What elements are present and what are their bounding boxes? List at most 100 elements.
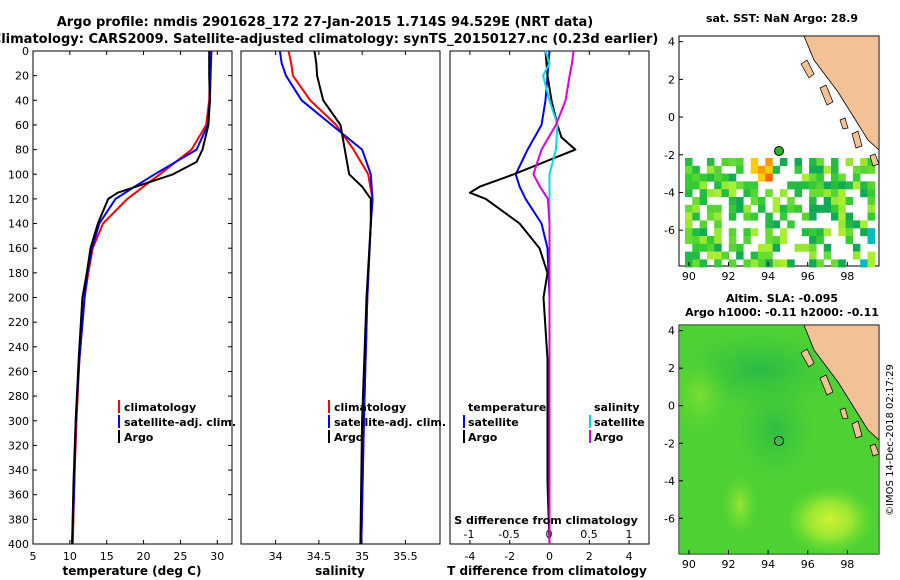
sst-pixel: [860, 189, 868, 198]
sst-pixel: [714, 189, 722, 198]
t-difference-x-axis: -4 -2 0 2 4: [464, 51, 633, 563]
temperature-line-2: [71, 51, 211, 545]
sst-pixel: [765, 251, 773, 260]
sst-pixel: [721, 181, 729, 190]
sst-pixel: [743, 259, 751, 268]
sst-pixel: [685, 181, 693, 190]
sst-pixel: [809, 173, 817, 182]
depth-tick-label: 300: [8, 415, 29, 428]
map-y-tick-label: -6: [664, 224, 675, 237]
depth-tick-label: 260: [8, 365, 29, 378]
sst-pixel: [860, 220, 868, 229]
sst-pixel: [750, 259, 759, 268]
s-diff-argo-line: [532, 50, 575, 544]
sst-pixel: [809, 181, 817, 190]
sst-pixel: [772, 197, 781, 205]
sst-pixel: [809, 212, 817, 221]
sst-pixel: [779, 189, 788, 198]
sst-pixel: [736, 197, 744, 205]
sst-pixel: [728, 212, 737, 221]
sst-pixel: [765, 165, 773, 174]
sst-pixel: [867, 251, 875, 260]
sst-pixel: [867, 259, 875, 268]
sst-pixel: [743, 204, 751, 213]
sst-pixel: [714, 259, 722, 268]
salinity-panel: 34 34.5 35 35.5 salinity climatology satell…: [240, 50, 446, 578]
sst-pixel: [794, 243, 802, 252]
x-tick-label: 2: [586, 550, 593, 563]
sst-pixel: [867, 204, 875, 213]
sst-pixel: [765, 259, 773, 268]
legend-label-climatology: climatology: [124, 401, 196, 414]
sst-pixel: [692, 228, 700, 237]
sst-pixel: [714, 243, 722, 252]
sst-pixel: [728, 158, 737, 166]
sst-pixel: [809, 165, 817, 174]
x-tick-label: -2: [504, 550, 515, 563]
x-tick-label: 5: [30, 550, 37, 563]
sst-pixel: [852, 220, 861, 229]
sst-pixel: [699, 243, 708, 252]
x-tick-label: 4: [626, 550, 633, 563]
sst-pixel: [816, 189, 824, 198]
sla-field-bright-east: [785, 485, 875, 554]
depth-tick-label: 200: [8, 292, 29, 305]
x-tick-label: 0: [546, 550, 553, 563]
sst-pixel: [787, 204, 795, 213]
sst-pixel: [765, 220, 773, 229]
island-sla-5: [869, 443, 880, 457]
x-tick-label: 25: [173, 550, 187, 563]
sst-pixel: [845, 181, 854, 190]
sst-pixels: [685, 158, 875, 268]
sst-pixel: [823, 204, 832, 213]
sst-pixel: [692, 173, 700, 182]
sst-pixel: [692, 204, 700, 213]
difference-panel: -4 -2 0 2 4 -1 -0.5 0 0.5 1 S difference from cl…: [447, 50, 650, 578]
sst-pixel: [750, 228, 759, 237]
island-small-2: [851, 130, 863, 149]
sst-pixel: [743, 189, 751, 198]
sst-pixel: [728, 197, 737, 205]
sst-pixel: [699, 189, 708, 198]
sst-pixel: [831, 181, 839, 190]
sst-pixel: [728, 236, 737, 244]
sst-pixel: [787, 220, 795, 229]
sst-pixel: [692, 212, 700, 221]
sst-pixel: [736, 204, 744, 213]
sst-pixel: [852, 251, 861, 260]
temperature-panel: 0204060801001201401601802002202402602803…: [8, 45, 649, 578]
map-y-tick-label: 0: [668, 400, 675, 413]
sst-pixel: [801, 181, 810, 190]
sst-pixel: [750, 181, 759, 190]
sst-map: sat. SST: NaN Argo: 28.9 90 92 94 96 98 4 2 0 -2…: [664, 12, 880, 283]
sst-pixel: [831, 204, 839, 213]
sst-pixel: [765, 158, 773, 166]
legend-label-climatology: climatology: [334, 401, 406, 414]
map-x-tick-label: 96: [801, 270, 815, 283]
sst-pixel: [750, 165, 759, 174]
t-difference-xlabel: T difference from climatology: [447, 564, 647, 578]
sst-pixel: [750, 197, 759, 205]
sst-pixel: [706, 165, 715, 174]
map-x-tick-label: 96: [801, 558, 815, 571]
sst-pixel: [867, 228, 875, 237]
sst-pixel: [779, 228, 788, 237]
s-tick-label: 0.5: [580, 528, 598, 541]
sst-pixel: [823, 165, 832, 174]
sst-pixel: [714, 165, 722, 174]
sst-pixel: [787, 197, 795, 205]
island-simeulue-like: [800, 59, 815, 79]
sst-pixel: [794, 189, 802, 198]
s-difference-label: S difference from climatology: [454, 514, 638, 527]
sst-pixel: [816, 204, 824, 213]
map-x-tick-label: 92: [722, 558, 736, 571]
island-sla-1: [800, 348, 815, 368]
sst-pixel: [860, 259, 868, 268]
sst-pixel: [692, 236, 700, 244]
sst-pixel: [743, 228, 751, 237]
depth-tick-label: 0: [22, 45, 29, 58]
sst-map-axes: 90 92 94 96 98 4 2 0 -2 -4 -6: [664, 36, 854, 283]
map-x-tick-label: 98: [840, 270, 854, 283]
sst-pixel: [772, 259, 781, 268]
